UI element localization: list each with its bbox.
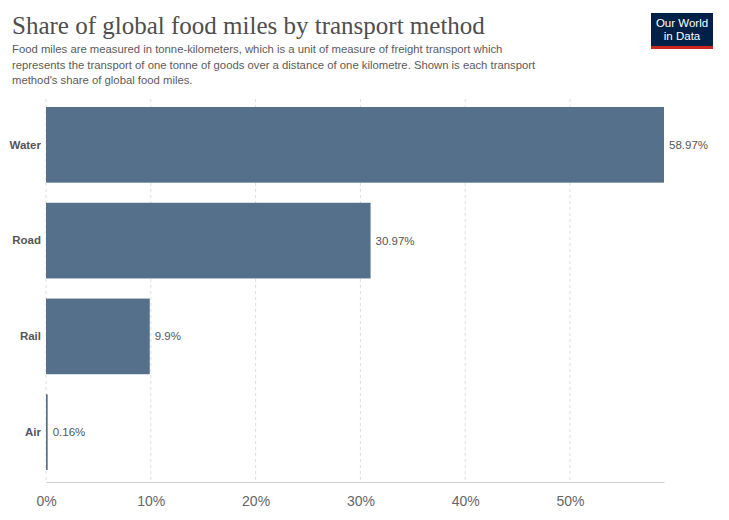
title: Share of global food miles by transport … bbox=[12, 12, 485, 39]
chart: Share of global food miles by transport … bbox=[0, 0, 729, 520]
data-label: 0.16% bbox=[53, 426, 86, 438]
x-tick: 0% bbox=[36, 482, 56, 509]
bars bbox=[46, 107, 664, 470]
category-label: Air bbox=[25, 426, 42, 438]
y-tick: Air bbox=[25, 426, 46, 438]
bar bbox=[46, 107, 664, 183]
data-label: 30.97% bbox=[376, 235, 415, 247]
y-tick: Rail bbox=[20, 330, 46, 342]
y-tick: Water bbox=[9, 139, 46, 151]
x-tick: 30% bbox=[347, 482, 375, 509]
x-tick-label: 0% bbox=[36, 493, 56, 509]
x-tick: 20% bbox=[242, 482, 270, 509]
data-labels: 58.97% 30.97% 9.9% 0.16% bbox=[53, 139, 708, 438]
bar bbox=[46, 203, 371, 279]
logo-text: in Data bbox=[664, 30, 701, 42]
x-tick: 40% bbox=[452, 482, 480, 509]
x-tick: 50% bbox=[556, 482, 584, 509]
bar bbox=[46, 299, 150, 375]
logo-text: Our World bbox=[656, 17, 708, 29]
data-label: 58.97% bbox=[669, 139, 708, 151]
x-tick-label: 50% bbox=[556, 493, 584, 509]
category-label: Rail bbox=[20, 330, 41, 342]
x-tick-label: 10% bbox=[137, 493, 165, 509]
logo-box bbox=[651, 13, 713, 46]
x-axis: 0% 10% 20% 30% 40% 50% bbox=[36, 482, 664, 509]
x-tick-label: 40% bbox=[452, 493, 480, 509]
x-tick: 10% bbox=[137, 482, 165, 509]
y-axis: Water Road Rail Air bbox=[9, 139, 46, 438]
logo-bar bbox=[651, 46, 713, 49]
category-label: Water bbox=[9, 139, 41, 151]
bar bbox=[46, 394, 48, 470]
x-tick-label: 20% bbox=[242, 493, 270, 509]
subtitle: represents the transport of one tonne of… bbox=[12, 59, 536, 71]
subtitle: Food miles are measured in tonne-kilomet… bbox=[12, 43, 502, 55]
x-axis-line bbox=[47, 482, 665, 483]
x-tick-label: 30% bbox=[347, 493, 375, 509]
data-label: 9.9% bbox=[155, 330, 181, 342]
category-label: Road bbox=[12, 234, 41, 246]
logo: Our Worldin Data bbox=[651, 13, 713, 49]
subtitle: method's share of global food miles. bbox=[12, 74, 193, 86]
y-tick: Road bbox=[12, 234, 46, 246]
